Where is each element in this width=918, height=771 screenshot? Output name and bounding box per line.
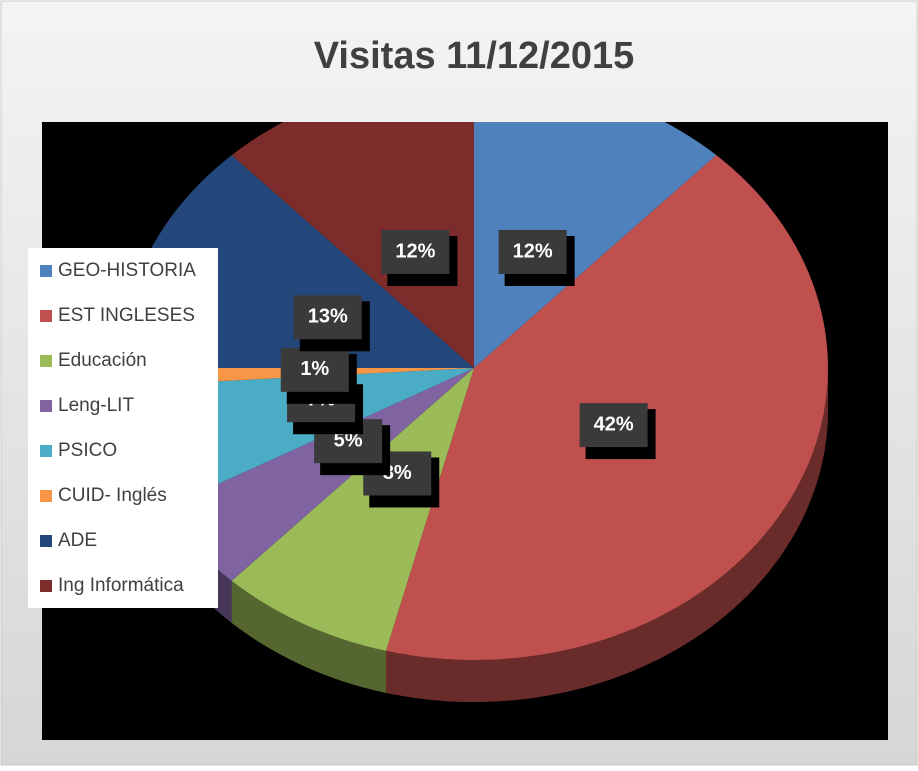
data-label-box — [498, 229, 567, 274]
legend-label: Educación — [58, 350, 147, 371]
data-label-box — [280, 347, 349, 392]
data-label: 12% — [395, 240, 435, 262]
legend — [28, 248, 218, 608]
data-label: 1% — [300, 358, 329, 380]
legend-swatch — [40, 580, 52, 592]
legend-swatch — [40, 490, 52, 502]
slice-side — [231, 580, 386, 693]
legend-label: GEO-HISTORIA — [58, 260, 196, 281]
legend-swatch — [40, 445, 52, 457]
legend-label: Ing Informática — [58, 575, 184, 596]
slice — [231, 368, 474, 651]
legend-label: Leng-LIT — [58, 395, 134, 416]
legend-swatch — [40, 265, 52, 277]
legend-label: EST INGLESES — [58, 305, 195, 326]
legend-label: CUID- Inglés — [58, 485, 167, 506]
slice — [231, 122, 474, 368]
data-label-box — [293, 295, 362, 340]
slice-side-shade — [385, 368, 828, 702]
slice-side — [385, 368, 828, 702]
data-label: 5% — [334, 429, 363, 451]
data-labels: 12%42%8%5%7%1%13%12% — [280, 229, 656, 508]
data-label-box — [381, 229, 450, 274]
data-label: 42% — [594, 413, 634, 435]
pie — [120, 122, 828, 702]
chart-title: Visitas 11/12/2015 — [314, 35, 634, 77]
slice — [163, 368, 475, 581]
legend-swatch — [40, 535, 52, 547]
legend-label: PSICO — [58, 440, 117, 461]
legend-entries: GEO-HISTORIA EST INGLESES Educación Leng-LI… — [40, 260, 196, 596]
legend-label: ADE — [58, 530, 97, 551]
data-label: 12% — [513, 240, 553, 262]
legend-swatch — [40, 400, 52, 412]
legend-swatch — [40, 355, 52, 367]
legend-swatch — [40, 310, 52, 322]
data-label: 13% — [308, 306, 348, 328]
data-label-box — [579, 403, 648, 448]
slice-side-shade — [231, 580, 386, 693]
slice — [474, 122, 717, 368]
